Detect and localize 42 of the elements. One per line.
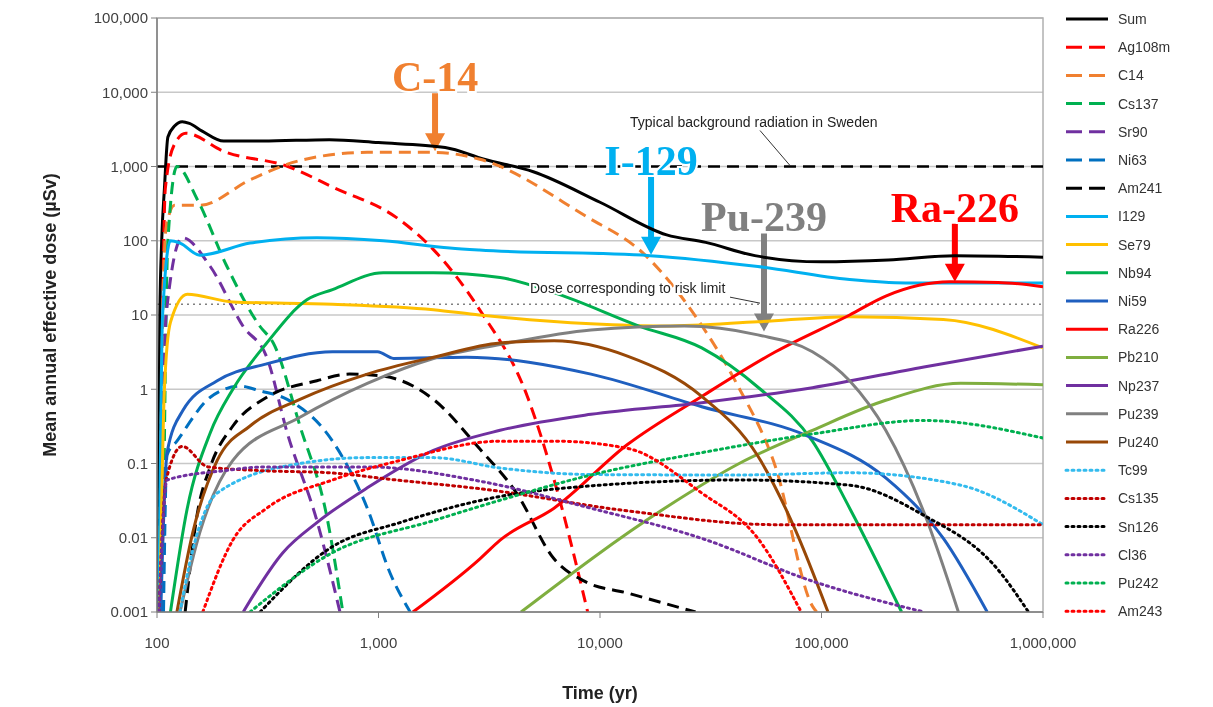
y-tick-label: 10,000 <box>102 83 148 101</box>
legend-label: Pu240 <box>1118 433 1159 450</box>
legend-label: Am241 <box>1118 180 1163 197</box>
legend-label: Tc99 <box>1118 462 1148 479</box>
y-tick-label: 0.01 <box>118 529 148 546</box>
legend-label: Sr90 <box>1118 123 1148 140</box>
legend-label: Se79 <box>1118 236 1151 253</box>
legend-label: Cs135 <box>1118 490 1159 507</box>
ref-line-label: Typical background radiation in Sweden <box>630 113 878 130</box>
y-tick-label: 0.1 <box>127 454 148 472</box>
annotation: Ra-226 <box>890 184 1020 231</box>
annotation: Pu-239 <box>700 194 827 241</box>
y-tick-label: 1 <box>139 380 148 398</box>
legend-label: C14 <box>1118 67 1144 84</box>
x-tick-label: 100,000 <box>794 634 849 651</box>
legend-label: Sum <box>1118 10 1147 27</box>
legend-label: Pu242 <box>1118 574 1159 591</box>
legend-label: Cl36 <box>1118 546 1148 563</box>
legend-label: Ni59 <box>1118 292 1148 309</box>
legend-label: Np237 <box>1118 377 1160 394</box>
legend-label: Ra226 <box>1118 321 1160 338</box>
x-tick-label: 100 <box>144 634 170 651</box>
y-tick-label: 1,000 <box>110 157 148 175</box>
legend-label: Am243 <box>1118 603 1163 620</box>
legend-label: Ag108m <box>1118 39 1171 56</box>
annotation: C-14 <box>391 54 479 101</box>
legend-label: Pb210 <box>1118 349 1159 366</box>
legend-label: Nb94 <box>1118 264 1152 281</box>
y-tick-label: 0.001 <box>110 603 148 621</box>
x-axis-title: Time (yr) <box>562 683 638 703</box>
x-tick-label: 1,000 <box>359 634 398 651</box>
y-tick-label: 100 <box>122 232 148 249</box>
legend-label: Sn126 <box>1118 518 1159 535</box>
y-axis-title: Mean annual effective dose (µSv) <box>40 173 60 457</box>
y-tick-label: 10 <box>131 306 148 324</box>
y-tick-label: 100,000 <box>93 9 148 27</box>
legend-label: I129 <box>1118 208 1146 225</box>
x-tick-label: 1,000,000 <box>1009 634 1077 651</box>
legend-label: Ni63 <box>1118 151 1148 168</box>
legend-label: Pu239 <box>1118 405 1159 422</box>
legend-label: Cs137 <box>1118 95 1159 112</box>
x-tick-label: 10,000 <box>577 634 623 651</box>
